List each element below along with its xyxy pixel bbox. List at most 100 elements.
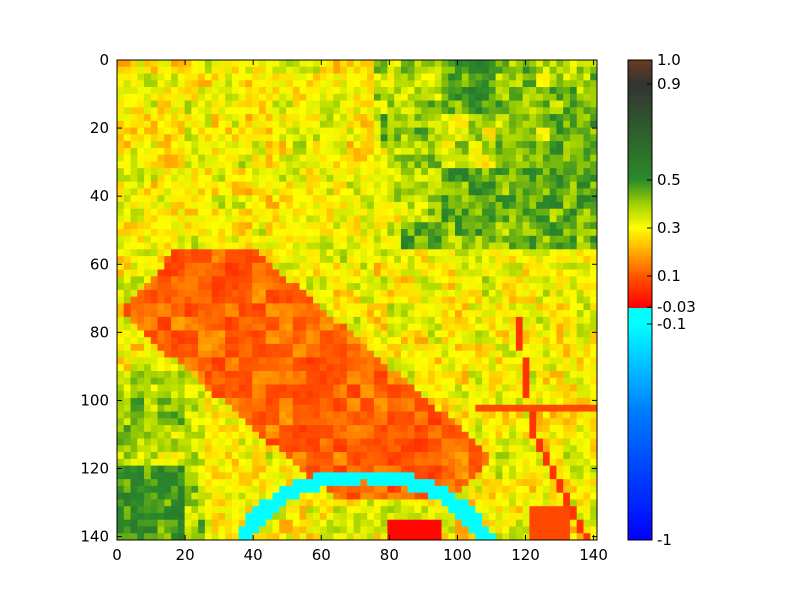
heatmap-cell: [218, 343, 226, 352]
heatmap-cell: [515, 127, 524, 135]
heatmap-cell: [137, 181, 145, 190]
heatmap-cell: [292, 533, 301, 540]
heatmap-cell: [421, 418, 429, 426]
heatmap-cell: [563, 492, 571, 501]
heatmap-cell: [482, 310, 490, 318]
heatmap-cell: [461, 181, 470, 190]
heatmap-cell: [394, 391, 402, 399]
heatmap-cell: [177, 499, 186, 507]
heatmap-cell: [313, 208, 321, 217]
heatmap-cell: [522, 438, 530, 446]
heatmap-cell: [414, 438, 422, 446]
heatmap-cell: [468, 485, 476, 494]
heatmap-cell: [286, 208, 294, 217]
heatmap-cell: [353, 276, 361, 284]
heatmap-cell: [346, 472, 355, 480]
heatmap-cell: [529, 134, 537, 142]
heatmap-cell: [353, 343, 361, 352]
heatmap-cell: [590, 384, 597, 392]
heatmap-cell: [171, 458, 179, 467]
heatmap-cell: [475, 208, 483, 217]
heatmap-cell: [164, 384, 172, 392]
heatmap-cell: [468, 465, 476, 473]
heatmap-cell: [455, 465, 463, 473]
heatmap-cell: [245, 127, 253, 135]
heatmap-cell: [286, 323, 294, 332]
heatmap-cell: [299, 391, 307, 399]
heatmap-cell: [144, 425, 152, 433]
heatmap-cell: [461, 526, 470, 534]
heatmap-cell: [171, 499, 179, 507]
heatmap-cell: [455, 107, 463, 115]
heatmap-cell: [482, 384, 490, 392]
heatmap-cell: [509, 370, 517, 379]
heatmap-cell: [400, 364, 409, 372]
heatmap-cell: [306, 526, 314, 534]
heatmap-cell: [502, 60, 510, 68]
heatmap-cell: [509, 398, 517, 406]
heatmap-cell: [380, 519, 389, 528]
heatmap-cell: [164, 188, 172, 196]
heatmap-cell: [137, 377, 145, 386]
heatmap-cell: [475, 526, 483, 534]
heatmap-cell: [448, 249, 456, 257]
heatmap-cell: [353, 391, 361, 399]
heatmap-cell: [488, 438, 497, 446]
heatmap-cell: [218, 485, 226, 494]
heatmap-cell: [488, 425, 497, 433]
heatmap-cell: [536, 283, 544, 291]
heatmap-cell: [150, 519, 159, 528]
heatmap-cell: [482, 134, 490, 142]
heatmap-cell: [286, 370, 294, 379]
heatmap-cell: [299, 425, 307, 433]
heatmap-cell: [218, 188, 226, 196]
heatmap-cell: [549, 107, 558, 115]
heatmap-cell: [245, 201, 253, 210]
heatmap-cell: [482, 276, 490, 284]
heatmap-cell: [556, 310, 564, 318]
heatmap-cell: [495, 269, 503, 277]
heatmap-cell: [184, 452, 192, 460]
heatmap-cell: [245, 425, 253, 433]
heatmap-cell: [171, 519, 179, 528]
heatmap-cell: [583, 235, 591, 244]
heatmap-cell: [569, 60, 578, 68]
heatmap-cell: [427, 283, 436, 291]
heatmap-cell: [576, 195, 585, 203]
heatmap-cell: [306, 479, 314, 487]
heatmap-cell: [346, 431, 355, 440]
heatmap-cell: [313, 134, 321, 142]
heatmap-cell: [515, 168, 524, 176]
heatmap-cell: [421, 141, 429, 149]
heatmap-cell: [286, 492, 294, 501]
heatmap-cell: [353, 195, 361, 203]
heatmap-cell: [400, 229, 409, 237]
heatmap-cell: [265, 330, 274, 338]
heatmap-cell: [556, 161, 564, 169]
heatmap-cell: [123, 168, 132, 176]
heatmap-cell: [313, 168, 321, 176]
heatmap-cell: [326, 404, 334, 413]
heatmap-cell: [441, 93, 449, 102]
heatmap-cell: [569, 350, 578, 359]
heatmap-cell: [434, 411, 443, 419]
heatmap-cell: [448, 147, 456, 156]
heatmap-cell: [130, 60, 138, 68]
heatmap-cell: [211, 134, 220, 142]
heatmap-cell: [258, 60, 267, 68]
heatmap-cell: [177, 330, 186, 338]
heatmap-cell: [542, 154, 551, 163]
heatmap-cell: [441, 283, 449, 291]
heatmap-cell: [272, 262, 280, 271]
heatmap-cell: [164, 499, 172, 507]
heatmap-cell: [488, 276, 497, 284]
heatmap-cell: [164, 465, 172, 473]
heatmap-cell: [387, 188, 395, 196]
heatmap-cell: [549, 154, 558, 163]
heatmap-cell: [522, 181, 530, 190]
heatmap-cell: [286, 445, 294, 453]
heatmap-cell: [130, 174, 138, 183]
heatmap-cell: [137, 276, 145, 284]
heatmap-cell: [150, 364, 159, 372]
heatmap-cell: [427, 411, 436, 419]
